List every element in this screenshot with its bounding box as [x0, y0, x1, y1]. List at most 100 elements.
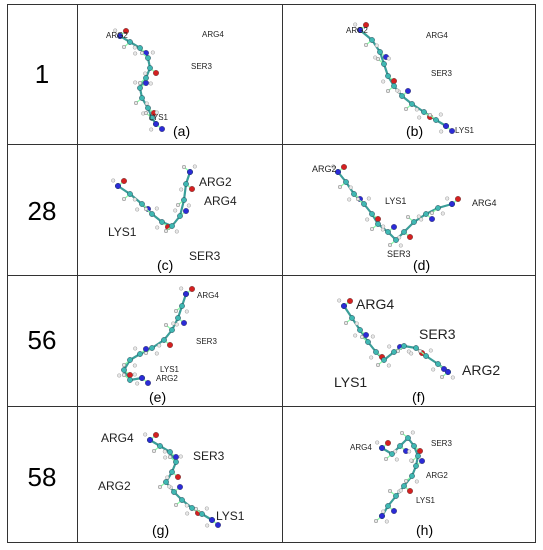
- residue-label: ARG2: [312, 164, 337, 174]
- atom-h: [388, 489, 393, 494]
- panel-caption: (f): [412, 389, 425, 405]
- atom-n: [391, 508, 398, 515]
- panel-caption: (g): [152, 522, 169, 538]
- atom-c: [343, 179, 349, 185]
- residue-label: SER3: [191, 62, 212, 71]
- atom-h: [365, 217, 370, 222]
- atom-h: [394, 457, 399, 462]
- residue-label: ARG2: [106, 31, 128, 40]
- atom-c: [397, 443, 403, 449]
- atom-h: [381, 224, 386, 229]
- atom-h: [331, 164, 336, 169]
- atom-h: [132, 197, 137, 202]
- atom-n: [142, 346, 149, 353]
- atom-c: [143, 75, 149, 81]
- atom-c: [361, 201, 367, 207]
- atom-h: [400, 431, 405, 436]
- atom-c: [159, 219, 165, 225]
- atom-h: [381, 79, 386, 84]
- molecule-b: [353, 22, 456, 134]
- atom-h: [144, 101, 149, 106]
- residue-label: ARG4: [472, 198, 497, 208]
- residue-label: LYS1: [385, 196, 406, 206]
- atom-h: [163, 228, 168, 233]
- atom-n: [186, 168, 194, 176]
- molecule-e: [117, 286, 195, 387]
- atom-h: [409, 458, 414, 463]
- atom-h: [430, 210, 435, 215]
- atom-h: [132, 372, 137, 377]
- atom-c: [137, 45, 143, 51]
- atom-h: [376, 363, 381, 368]
- atom-h: [133, 80, 138, 85]
- atom-h: [135, 207, 140, 212]
- atom-h: [154, 206, 159, 211]
- molecule-a: [113, 28, 165, 132]
- atom-n: [142, 79, 149, 86]
- atom-h: [163, 323, 168, 328]
- atom-c: [399, 93, 405, 99]
- atom-o: [152, 432, 159, 439]
- atom-h: [337, 298, 342, 303]
- residue-label: ARG4: [426, 31, 448, 40]
- atom-c: [127, 377, 133, 383]
- residue-label: SER3: [387, 249, 411, 259]
- atom-c: [137, 351, 143, 357]
- residue-label: LYS1: [160, 365, 180, 374]
- atom-h: [360, 335, 365, 340]
- atom-c: [377, 49, 383, 55]
- row-label-56: 56: [28, 325, 57, 355]
- atom-h: [157, 343, 162, 348]
- atom-c: [401, 483, 407, 489]
- atom-h: [395, 88, 400, 93]
- atom-c: [357, 327, 363, 333]
- atom-o: [363, 22, 370, 29]
- atom-h: [381, 509, 386, 514]
- atom-h: [154, 110, 159, 115]
- atom-c: [199, 511, 205, 517]
- row-label-58: 58: [28, 462, 57, 492]
- atom-h: [174, 322, 179, 327]
- atom-o: [455, 195, 462, 202]
- atom-c: [127, 39, 133, 45]
- atom-c: [173, 459, 179, 465]
- atom-c: [381, 357, 387, 363]
- atom-n: [116, 32, 124, 40]
- atom-h: [445, 196, 450, 201]
- atom-o: [385, 440, 392, 447]
- atom-h: [344, 321, 349, 326]
- atom-n: [449, 127, 456, 134]
- atom-n: [444, 368, 452, 376]
- molecule-c: [111, 164, 197, 234]
- atom-o: [122, 28, 129, 35]
- atom-o: [120, 177, 127, 184]
- atom-c: [369, 211, 375, 217]
- atom-o: [407, 233, 414, 240]
- atom-c: [373, 349, 379, 355]
- atom-h: [184, 503, 189, 508]
- atom-c: [147, 65, 153, 71]
- atom-c: [169, 223, 175, 229]
- atom-c: [409, 473, 415, 479]
- atom-h: [111, 178, 116, 183]
- residue-label: ARG4: [202, 30, 224, 39]
- atom-h: [204, 506, 209, 511]
- table-lines: [7, 4, 536, 543]
- atom-h: [406, 214, 411, 219]
- atom-n: [441, 366, 448, 373]
- atom-o: [188, 185, 195, 192]
- atom-h: [143, 206, 148, 211]
- atom-h: [121, 196, 126, 201]
- atom-c: [149, 211, 155, 217]
- atom-c: [145, 105, 151, 111]
- atom-h: [143, 110, 148, 115]
- atom-c: [433, 117, 439, 123]
- atom-c: [127, 357, 133, 363]
- atom-h: [137, 80, 142, 85]
- atom-h: [374, 519, 379, 524]
- panel-caption: (a): [173, 123, 190, 139]
- atom-c: [413, 463, 419, 469]
- atom-c: [375, 221, 381, 227]
